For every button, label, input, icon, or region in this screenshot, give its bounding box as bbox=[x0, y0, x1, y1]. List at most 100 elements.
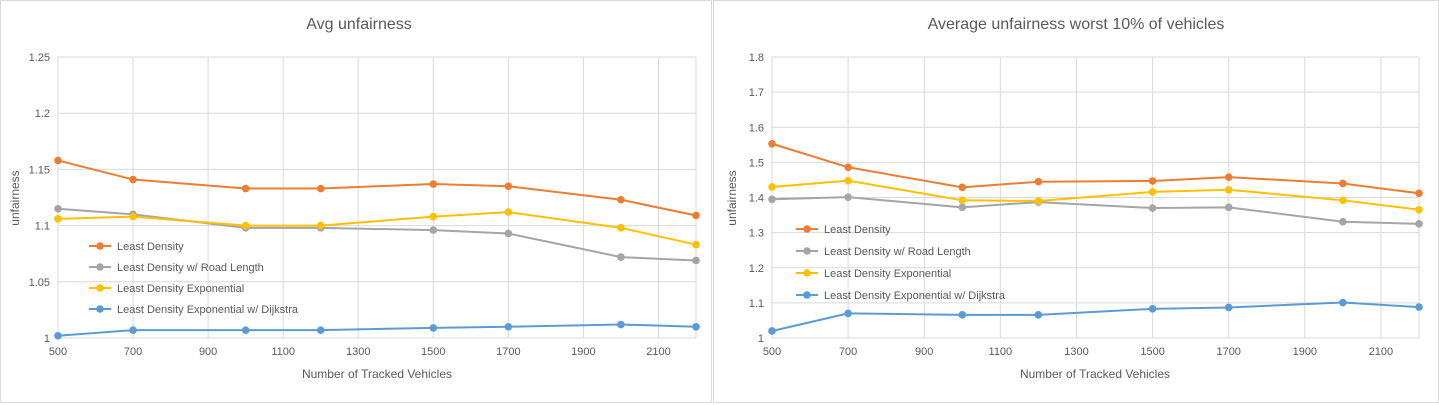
y-tick-label: 1.7 bbox=[749, 87, 764, 99]
series-least-density-exponential bbox=[768, 176, 1423, 214]
x-tick-label: 2100 bbox=[646, 346, 670, 358]
data-point bbox=[241, 184, 250, 193]
data-point bbox=[768, 327, 776, 335]
chart-panel-avg-unfairness: Avg unfairness Number of Tracked Vehicle… bbox=[0, 0, 712, 403]
series-line bbox=[771, 142, 1420, 195]
data-point bbox=[1339, 217, 1347, 226]
data-point bbox=[1148, 188, 1157, 196]
x-tick-label: 1100 bbox=[271, 346, 295, 358]
data-point bbox=[1224, 173, 1233, 181]
data-point bbox=[429, 226, 438, 234]
gridlines bbox=[57, 56, 697, 339]
data-point bbox=[1224, 203, 1233, 212]
chart-worst-10-unfairness: Average unfairness worst 10% of vehicles… bbox=[725, 16, 1423, 381]
legend-swatch-marker bbox=[803, 291, 811, 299]
x-tick-label: 1900 bbox=[1293, 346, 1317, 358]
data-point bbox=[1034, 311, 1043, 319]
series-line bbox=[771, 179, 1420, 211]
data-point bbox=[768, 183, 776, 191]
legend-swatch-marker bbox=[803, 225, 811, 233]
series-line bbox=[57, 159, 697, 217]
data-point bbox=[1339, 298, 1347, 307]
data-point bbox=[958, 311, 967, 319]
x-tick-label: 1500 bbox=[1140, 346, 1164, 358]
data-point bbox=[316, 221, 325, 230]
data-point bbox=[54, 215, 62, 223]
data-point bbox=[1224, 185, 1233, 194]
data-point bbox=[504, 208, 513, 216]
data-point bbox=[1415, 303, 1423, 311]
legend-label: Least Density Exponential w/ Dijkstra bbox=[824, 290, 1006, 302]
data-point bbox=[241, 221, 250, 230]
data-point bbox=[316, 326, 325, 334]
y-tick-label: 1.4 bbox=[749, 193, 764, 205]
data-point bbox=[692, 256, 700, 265]
x-tick-label: 900 bbox=[199, 346, 217, 358]
data-point bbox=[617, 224, 625, 232]
legend-swatch-marker bbox=[96, 284, 104, 292]
y-tick-label: 1 bbox=[758, 333, 764, 345]
series-least-density bbox=[54, 156, 700, 220]
legend-item: Least Density Exponential w/ Dijkstra bbox=[796, 290, 1006, 302]
x-tick-label: 900 bbox=[915, 346, 933, 358]
legend-item: Least Density Exponential w/ Dijkstra bbox=[89, 304, 299, 316]
legend-label: Least Density Exponential bbox=[117, 283, 244, 295]
data-point bbox=[1339, 179, 1347, 188]
data-point bbox=[429, 180, 438, 188]
data-point bbox=[1415, 220, 1423, 228]
data-point bbox=[504, 322, 513, 331]
data-point bbox=[1224, 303, 1233, 312]
y-tick-label: 1.25 bbox=[29, 52, 50, 64]
data-point bbox=[617, 253, 625, 261]
data-point bbox=[844, 176, 852, 185]
data-point bbox=[54, 331, 62, 340]
y-tick-label: 1.5 bbox=[749, 157, 764, 169]
legend-label: Least Density bbox=[824, 224, 891, 236]
chart-panel-worst-10: Average unfairness worst 10% of vehicles… bbox=[713, 0, 1439, 403]
legend-swatch-marker bbox=[803, 269, 811, 277]
legend-swatch-marker bbox=[96, 242, 104, 250]
data-point bbox=[316, 184, 325, 193]
y-tick-label: 1.8 bbox=[749, 52, 764, 64]
series-least-density-w-road-length bbox=[54, 204, 700, 265]
series-least-density-exponential-w-dijkstra bbox=[54, 320, 700, 340]
x-tick-label: 1100 bbox=[989, 346, 1013, 358]
legend-label: Least Density Exponential w/ Dijkstra bbox=[117, 304, 299, 316]
legend-swatch-marker bbox=[803, 247, 811, 255]
data-point bbox=[768, 195, 776, 204]
series-least-density-exponential bbox=[54, 208, 700, 249]
data-point bbox=[129, 212, 137, 221]
y-axis-label: unfairness bbox=[725, 170, 739, 225]
y-tick-label: 1 bbox=[44, 333, 50, 345]
y-tick-label: 1.6 bbox=[749, 122, 764, 134]
data-point bbox=[617, 320, 625, 329]
x-tick-label: 1500 bbox=[421, 346, 445, 358]
data-point bbox=[1148, 204, 1157, 212]
x-tick-label: 500 bbox=[49, 346, 67, 358]
data-point bbox=[1148, 305, 1157, 313]
data-point bbox=[1034, 197, 1043, 205]
data-point bbox=[429, 212, 438, 221]
series-line bbox=[771, 301, 1420, 332]
data-point bbox=[844, 309, 852, 318]
legend-item: Least Density w/ Road Length bbox=[796, 246, 971, 258]
legend-label: Least Density w/ Road Length bbox=[824, 246, 971, 258]
x-tick-label: 1900 bbox=[571, 346, 595, 358]
data-point bbox=[1148, 177, 1157, 185]
y-tick-label: 1.1 bbox=[35, 221, 50, 233]
legend-swatch-marker bbox=[96, 263, 104, 271]
series-least-density bbox=[768, 139, 1423, 198]
data-point bbox=[958, 203, 967, 212]
x-axis-label: Number of Tracked Vehicles bbox=[1020, 367, 1170, 381]
series-least-density-w-road-length bbox=[768, 193, 1423, 228]
x-tick-label: 1300 bbox=[1064, 346, 1088, 358]
legend-item: Least Density w/ Road Length bbox=[89, 262, 264, 274]
legend-item: Least Density bbox=[796, 224, 891, 236]
data-point bbox=[54, 156, 62, 165]
data-point bbox=[958, 196, 967, 205]
series-line bbox=[57, 207, 697, 262]
x-tick-label: 1700 bbox=[1216, 346, 1240, 358]
data-point bbox=[844, 193, 852, 201]
data-point bbox=[429, 324, 438, 332]
y-tick-label: 1.05 bbox=[29, 277, 50, 289]
